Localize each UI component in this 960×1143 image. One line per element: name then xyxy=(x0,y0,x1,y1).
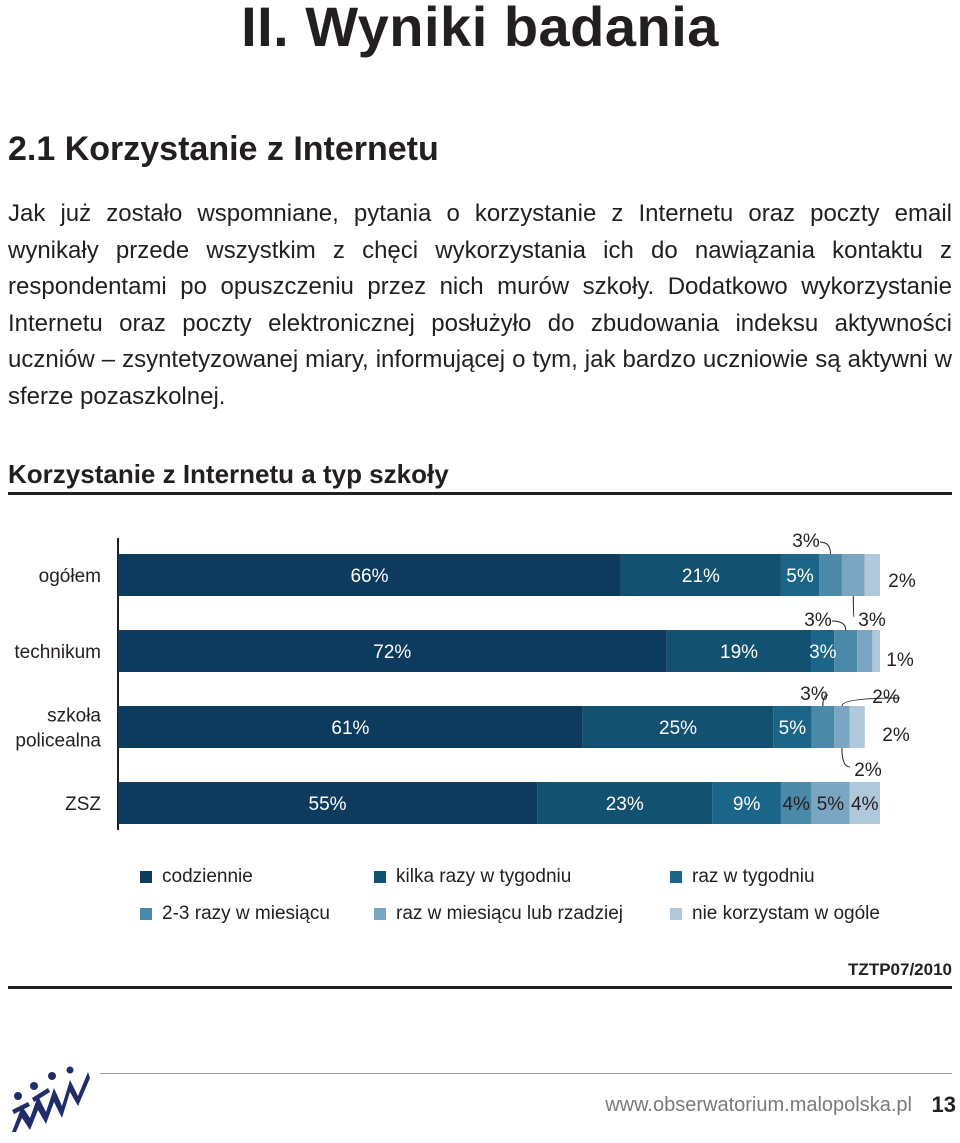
category-label: ogółem xyxy=(39,566,101,587)
legend-label: nie korzystam w ogóle xyxy=(692,903,880,924)
stacked-bar-chart: ogółem technikum szkoła policealna ZSZ 66% 21%… xyxy=(14,531,916,830)
bar-segment xyxy=(780,554,820,596)
data-label: 21% xyxy=(682,566,720,587)
data-label: 2% xyxy=(882,725,910,746)
chart-legend: codziennie kilka razy w tygodniu raz w tyg… xyxy=(0,858,960,938)
bar-segment xyxy=(849,706,865,748)
bar-segment xyxy=(834,706,850,748)
category-label: policealna xyxy=(15,731,101,752)
bar-segment xyxy=(118,782,538,824)
data-label: 5% xyxy=(786,566,814,587)
legend-swatch xyxy=(374,871,386,883)
bar-segment xyxy=(118,554,621,596)
legend-swatch xyxy=(374,908,386,920)
data-label: 3% xyxy=(809,642,837,663)
bar-segment xyxy=(773,706,812,748)
data-label: 4% xyxy=(782,794,810,815)
bar-segment xyxy=(864,554,880,596)
leader-line xyxy=(841,697,901,707)
bar-segment xyxy=(537,782,713,824)
legend-item: codziennie xyxy=(140,866,253,888)
legend-swatch xyxy=(140,871,152,883)
source-label: TZTP07/2010 xyxy=(848,960,952,979)
bar-segment xyxy=(118,706,583,748)
data-label: 25% xyxy=(659,718,697,739)
page-title: II. Wyniki badania xyxy=(241,0,719,58)
legend-swatch xyxy=(140,908,152,920)
data-label: 72% xyxy=(373,642,411,663)
legend-item: 2-3 razy w miesiącu xyxy=(140,903,330,925)
leader-line xyxy=(831,620,847,631)
page-number: 13 xyxy=(931,1092,956,1117)
legend-item: nie korzystam w ogóle xyxy=(670,903,880,925)
bar-segment xyxy=(872,630,880,672)
data-label: 3% xyxy=(804,610,832,631)
data-label: 19% xyxy=(720,642,758,663)
legend-label: codziennie xyxy=(162,866,253,887)
bar-segment xyxy=(811,706,835,748)
bar-segment xyxy=(834,630,858,672)
legend-label: kilka razy w tygodniu xyxy=(396,866,572,887)
footer-rule xyxy=(100,1073,952,1074)
category-label: szkoła xyxy=(47,706,101,727)
bar-segment xyxy=(841,554,865,596)
legend-label: 2-3 razy w miesiącu xyxy=(162,903,330,924)
bar-segment xyxy=(118,630,667,672)
footer-url: www.obserwatorium.malopolska.pl xyxy=(605,1094,912,1116)
leader-line xyxy=(841,747,851,768)
legend-item: raz w tygodniu xyxy=(670,866,815,888)
bar-segment xyxy=(780,782,812,824)
data-label: 4% xyxy=(851,794,879,815)
bar-segment xyxy=(712,782,781,824)
leader-line xyxy=(819,541,831,555)
data-label: 3% xyxy=(858,610,886,631)
data-label: 2% xyxy=(888,571,916,592)
bar-segment xyxy=(819,554,842,596)
observatorium-logo xyxy=(12,1066,90,1132)
category-label: technikum xyxy=(14,642,101,663)
body-paragraph: Jak już zostało wspomniane, pytania o ko… xyxy=(8,200,952,410)
bar-segment xyxy=(582,706,774,748)
bar-segment xyxy=(857,630,873,672)
data-label: 9% xyxy=(733,794,761,815)
data-label: 5% xyxy=(817,794,845,815)
leader-line xyxy=(822,694,829,707)
data-label: 3% xyxy=(792,531,820,552)
bar-segment xyxy=(620,554,781,596)
data-label: 1% xyxy=(886,650,914,671)
data-label: 5% xyxy=(779,718,807,739)
category-label: ZSZ xyxy=(65,794,101,815)
bar-segment xyxy=(811,782,850,824)
legend-label: raz w tygodniu xyxy=(692,866,815,887)
legend-label: raz w miesiącu lub rzadziej xyxy=(396,903,624,924)
data-label: 2% xyxy=(872,687,900,708)
bar-segment xyxy=(666,630,812,672)
bar-segment xyxy=(811,630,835,672)
data-label: 23% xyxy=(606,794,644,815)
chart-bottom-rule xyxy=(8,986,952,989)
chart-top-rule xyxy=(8,492,952,495)
bar-segment xyxy=(849,782,880,824)
data-label: 2% xyxy=(854,760,882,781)
legend-swatch xyxy=(670,908,682,920)
section-heading: 2.1 Korzystanie z Internetu xyxy=(8,130,439,168)
data-label: 61% xyxy=(331,718,369,739)
legend-item: kilka razy w tygodniu xyxy=(374,866,571,888)
legend-item: raz w miesiącu lub rzadziej xyxy=(374,903,623,925)
data-label: 66% xyxy=(350,566,388,587)
legend-swatch xyxy=(670,871,682,883)
chart-title: Korzystanie z Internetu a typ szkoły xyxy=(8,459,449,489)
data-label: 3% xyxy=(800,684,828,705)
data-label: 55% xyxy=(309,794,347,815)
leader-line xyxy=(852,595,855,618)
